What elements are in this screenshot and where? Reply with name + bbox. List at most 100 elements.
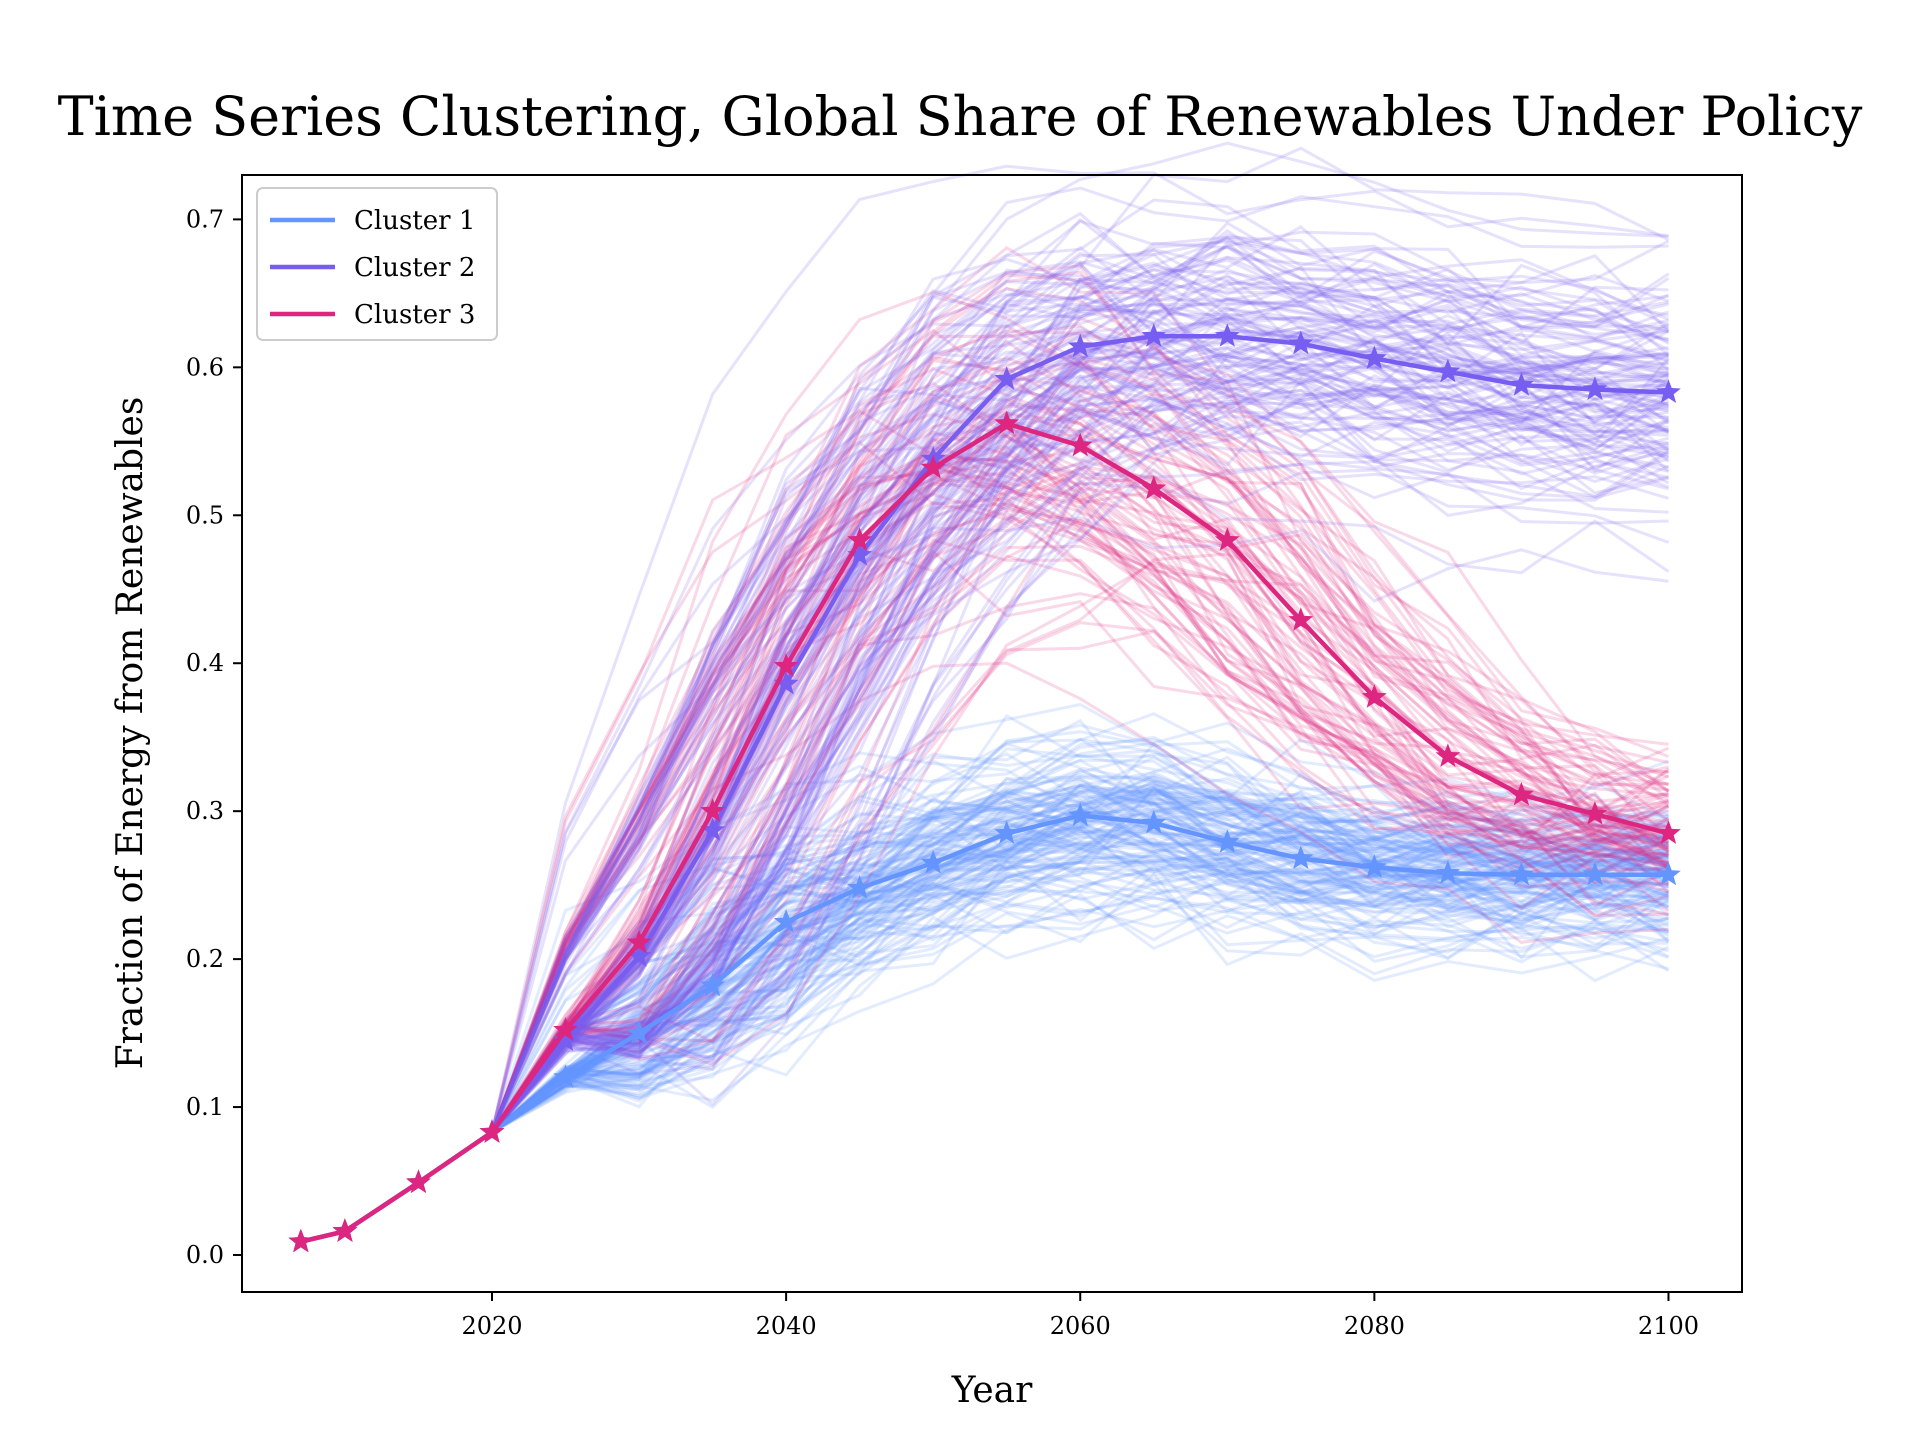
cluster-1-point bbox=[994, 820, 1020, 844]
ensemble-trajectory bbox=[491, 712, 1669, 1134]
ensemble-trajectory bbox=[490, 300, 1669, 1133]
ensemble-trajectory bbox=[491, 851, 1670, 1134]
ensemble-trajectory bbox=[490, 404, 1669, 1134]
ensemble-trajectory bbox=[490, 661, 1669, 1133]
ensemble-trajectory bbox=[490, 884, 1670, 1134]
cluster-3-point bbox=[332, 1218, 358, 1242]
cluster-1-point bbox=[1067, 802, 1093, 827]
ensemble-trajectory bbox=[490, 752, 1670, 1134]
ensemble-trajectory bbox=[490, 141, 1669, 1134]
ensemble-trajectory bbox=[491, 857, 1669, 1134]
ensemble-trajectory bbox=[491, 758, 1669, 1134]
ensemble-trajectory bbox=[491, 798, 1670, 1134]
ensemble-trajectory bbox=[490, 322, 1670, 1134]
ensemble-trajectory bbox=[490, 472, 1669, 1134]
ensemble-trajectory bbox=[490, 463, 1670, 1133]
ensemble-trajectory bbox=[490, 450, 1670, 1133]
ensemble-trajectory bbox=[491, 784, 1669, 1134]
y-tick-label: 0.1 bbox=[186, 1093, 224, 1121]
cluster-3-point bbox=[1141, 475, 1167, 500]
ensemble-trajectory bbox=[490, 305, 1669, 1134]
ensemble-trajectory bbox=[490, 415, 1670, 1134]
ensemble-trajectory bbox=[490, 339, 1670, 1134]
ensemble-trajectory bbox=[491, 839, 1670, 1134]
cluster-1-point bbox=[1582, 861, 1608, 886]
cluster-3-mean-line bbox=[300, 421, 1670, 1244]
ensemble-trajectory bbox=[491, 875, 1669, 1134]
cluster-3-point bbox=[700, 798, 725, 822]
cluster-2-point bbox=[1509, 372, 1534, 396]
ensemble-trajectory bbox=[490, 401, 1670, 1134]
ensemble-trajectory bbox=[491, 837, 1669, 1134]
ensemble-trajectory bbox=[491, 810, 1669, 1134]
ensemble-trajectory bbox=[490, 325, 1670, 1134]
ensemble-trajectory bbox=[491, 784, 1669, 1134]
ensemble-trajectory bbox=[490, 245, 1670, 1134]
cluster-3-point bbox=[920, 454, 946, 479]
ensemble-trajectory bbox=[491, 735, 1670, 1134]
cluster-2-point bbox=[1435, 358, 1461, 383]
ensemble-trajectory bbox=[490, 273, 1669, 1133]
cluster-1-mean-line bbox=[300, 813, 1669, 1244]
ensemble-trajectory bbox=[490, 367, 1669, 1133]
cluster-3-point bbox=[1362, 684, 1387, 708]
ensemble-trajectory bbox=[490, 398, 1669, 1133]
ensemble-trajectory bbox=[490, 398, 1669, 1133]
y-tick-label: 0.2 bbox=[186, 945, 224, 973]
cluster-1-point bbox=[1362, 854, 1387, 878]
ensemble-trajectory bbox=[490, 354, 1670, 1134]
ensemble-trajectory bbox=[490, 393, 1669, 1133]
ensemble-trajectory bbox=[490, 718, 1669, 1134]
ensemble-trajectory bbox=[490, 477, 1670, 1133]
ensemble-trajectory bbox=[491, 721, 1669, 1134]
ensemble-trajectory bbox=[490, 470, 1669, 1134]
cluster-2-point bbox=[700, 817, 725, 841]
ensemble-trajectory bbox=[490, 322, 1669, 1133]
ensemble-trajectory bbox=[491, 784, 1669, 1134]
ensemble-trajectory bbox=[490, 364, 1670, 1133]
ensemble-trajectory bbox=[490, 330, 1669, 1134]
x-tick-label: 2020 bbox=[461, 1312, 522, 1340]
ensemble-trajectory bbox=[490, 798, 1669, 1134]
ensemble-trajectory bbox=[490, 355, 1670, 1133]
ensemble-trajectory bbox=[491, 849, 1669, 1134]
ensemble-trajectory bbox=[490, 385, 1669, 1134]
cluster-2-point bbox=[1141, 323, 1167, 347]
ensemble-trajectory bbox=[490, 463, 1669, 1133]
cluster-3-point bbox=[1288, 607, 1314, 631]
ensemble-trajectory bbox=[490, 256, 1669, 1134]
ensemble-trajectory bbox=[490, 473, 1670, 1133]
x-tick-label: 2060 bbox=[1050, 1312, 1111, 1340]
ensemble-trajectory bbox=[490, 325, 1669, 1133]
cluster-3-point bbox=[553, 1017, 578, 1041]
ensemble-trajectory bbox=[491, 884, 1669, 1134]
ensemble-trajectory bbox=[490, 396, 1670, 1133]
cluster-1-point bbox=[553, 1064, 578, 1088]
ensemble-trajectory bbox=[491, 898, 1669, 1134]
ensemble-trajectory bbox=[491, 737, 1669, 1134]
cluster-3-point bbox=[773, 653, 799, 677]
ensemble-trajectory bbox=[490, 366, 1670, 1134]
ensemble-trajectory bbox=[490, 467, 1670, 1133]
ensemble-trajectory bbox=[490, 818, 1670, 1134]
ensemble-trajectory bbox=[490, 211, 1670, 1133]
ensemble-trajectory bbox=[490, 336, 1670, 1134]
ensemble-trajectory bbox=[491, 794, 1670, 1134]
cluster-2-point bbox=[1288, 330, 1314, 355]
ensemble-trajectory bbox=[490, 388, 1669, 1134]
ensemble-trajectory bbox=[490, 307, 1669, 1133]
ensemble-trajectory bbox=[490, 815, 1670, 1134]
ensemble-trajectory bbox=[491, 755, 1669, 1134]
ensemble-trajectory bbox=[490, 764, 1669, 1133]
ensemble-trajectory bbox=[490, 518, 1669, 1134]
ensemble-trajectory bbox=[490, 346, 1670, 1134]
ensemble-trajectory bbox=[490, 375, 1669, 1134]
ensemble-trajectory bbox=[490, 315, 1669, 1134]
ensemble-trajectory bbox=[491, 797, 1669, 1134]
ensemble-trajectory bbox=[490, 402, 1670, 1134]
cluster-3-point bbox=[994, 410, 1020, 435]
ensemble-trajectory bbox=[490, 446, 1670, 1133]
ensemble-trajectory bbox=[490, 592, 1670, 1134]
ensemble-trajectory bbox=[490, 275, 1670, 1134]
ensemble-trajectory bbox=[490, 500, 1670, 1133]
